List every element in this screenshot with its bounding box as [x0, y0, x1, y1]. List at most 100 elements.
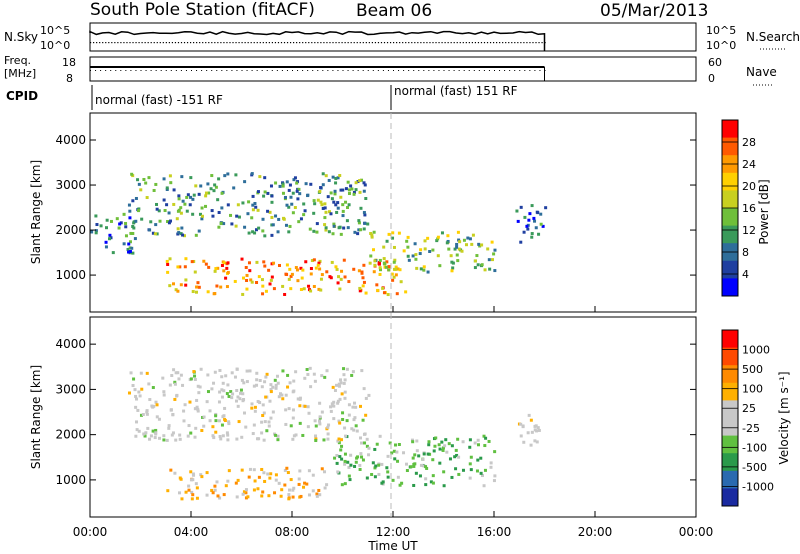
scatter-cell: [189, 470, 193, 474]
scatter-cell: [381, 480, 385, 484]
cpid-label: CPID: [6, 89, 38, 103]
scatter-cell: [293, 176, 297, 180]
nave-dot: [509, 70, 511, 71]
scatter-cell: [352, 418, 356, 422]
nsearch-dot: [211, 42, 213, 44]
scatter-cell: [526, 227, 530, 231]
colorbar-swatch: [722, 453, 738, 472]
scatter-cell: [218, 435, 222, 439]
scatter-cell: [244, 266, 248, 270]
scatter-cell: [433, 444, 437, 448]
scatter-cell: [419, 248, 423, 252]
nsearch-dot: [235, 42, 237, 44]
scatter-cell: [344, 200, 348, 204]
scatter-cell: [340, 392, 344, 396]
scatter-cell: [268, 282, 272, 286]
colorbar-swatch: [722, 488, 738, 507]
scatter-cell: [335, 267, 339, 271]
scatter-cell: [193, 435, 197, 439]
scatter-cell: [427, 443, 431, 447]
scatter-cell: [391, 478, 395, 482]
scatter-cell: [283, 292, 287, 296]
nsearch-dot: [323, 42, 325, 44]
nave-tick-top: 60: [708, 56, 722, 69]
scatter-cell: [214, 419, 218, 423]
scatter-cell: [247, 475, 251, 479]
scatter-cell: [363, 221, 367, 225]
nave-dot: [160, 70, 162, 71]
nsearch-dot: [532, 42, 534, 44]
scatter-cell: [260, 494, 264, 498]
colorbar-swatch: [722, 365, 738, 384]
scatter-cell: [318, 267, 322, 271]
nave-dot: [322, 70, 324, 71]
scatter-cell: [168, 257, 172, 261]
scatter-cell: [386, 470, 390, 474]
scatter-cell: [333, 189, 337, 193]
nsearch-dot: [314, 42, 316, 44]
scatter-cell: [262, 471, 266, 475]
scatter-cell: [457, 238, 461, 242]
colorbar-tick-label: 100: [742, 383, 763, 396]
scatter-cell: [212, 436, 216, 440]
scatter-cell: [186, 434, 190, 438]
scatter-cell: [243, 225, 247, 229]
scatter-cell: [372, 230, 376, 234]
scatter-cell: [179, 283, 183, 287]
scatter-cell: [441, 448, 445, 452]
colorbar-swatch: [722, 278, 738, 297]
scatter-cell: [343, 426, 347, 430]
nsearch-dot: [468, 42, 470, 44]
scatter-cell: [240, 378, 244, 382]
scatter-cell: [281, 182, 285, 186]
scatter-cell: [167, 426, 171, 430]
scatter-cell: [396, 267, 400, 271]
scatter-cell: [281, 369, 285, 373]
scatter-cell: [166, 489, 170, 493]
scatter-cell: [304, 182, 308, 186]
scatter-cell: [151, 231, 155, 235]
nsearch-dot: [268, 42, 270, 44]
scatter-cell: [378, 258, 382, 262]
scatter-cell: [269, 278, 273, 282]
scatter-cell: [184, 490, 188, 494]
nsearch-dot: [371, 42, 373, 44]
scatter-cell: [287, 230, 291, 234]
scatter-cell: [362, 227, 366, 231]
nave-dot: [519, 70, 521, 71]
scatter-cell: [422, 268, 426, 272]
scatter-cell: [329, 405, 333, 409]
nave-dot: [130, 70, 132, 71]
scatter-cell: [398, 483, 402, 487]
nsearch-dot: [90, 42, 92, 44]
scatter-cell: [431, 458, 435, 462]
scatter-cell: [210, 387, 214, 391]
scatter-cell: [196, 409, 200, 413]
scatter-cell: [131, 384, 135, 388]
nave-dot: [185, 70, 187, 71]
scatter-cell: [115, 217, 119, 221]
scatter-cell: [253, 405, 257, 409]
nsearch-dot: [186, 42, 189, 44]
scatter-cell: [128, 246, 132, 250]
scatter-cell: [172, 368, 176, 372]
scatter-cell: [130, 172, 134, 176]
scatter-cell: [287, 277, 291, 281]
scatter-cell: [236, 395, 240, 399]
scatter-cell: [378, 272, 382, 276]
scatter-cell: [412, 464, 416, 468]
scatter-cell: [419, 267, 423, 271]
scatter-cell: [338, 455, 342, 459]
colorbar-tick-label: -25: [742, 422, 760, 435]
velocity-colorbar-label: Velocity [m s⁻¹]: [777, 371, 791, 464]
scatter-cell: [335, 210, 339, 214]
scatter-cell: [287, 488, 291, 492]
scatter-cell: [167, 424, 171, 428]
scatter-cell: [362, 181, 366, 185]
scatter-cell: [118, 222, 122, 226]
nave-dot: [297, 70, 299, 71]
freq-unit-label: [MHz]: [4, 67, 36, 80]
scatter-cell: [437, 443, 441, 447]
scatter-cell: [386, 475, 390, 479]
scatter-cell: [226, 438, 230, 442]
